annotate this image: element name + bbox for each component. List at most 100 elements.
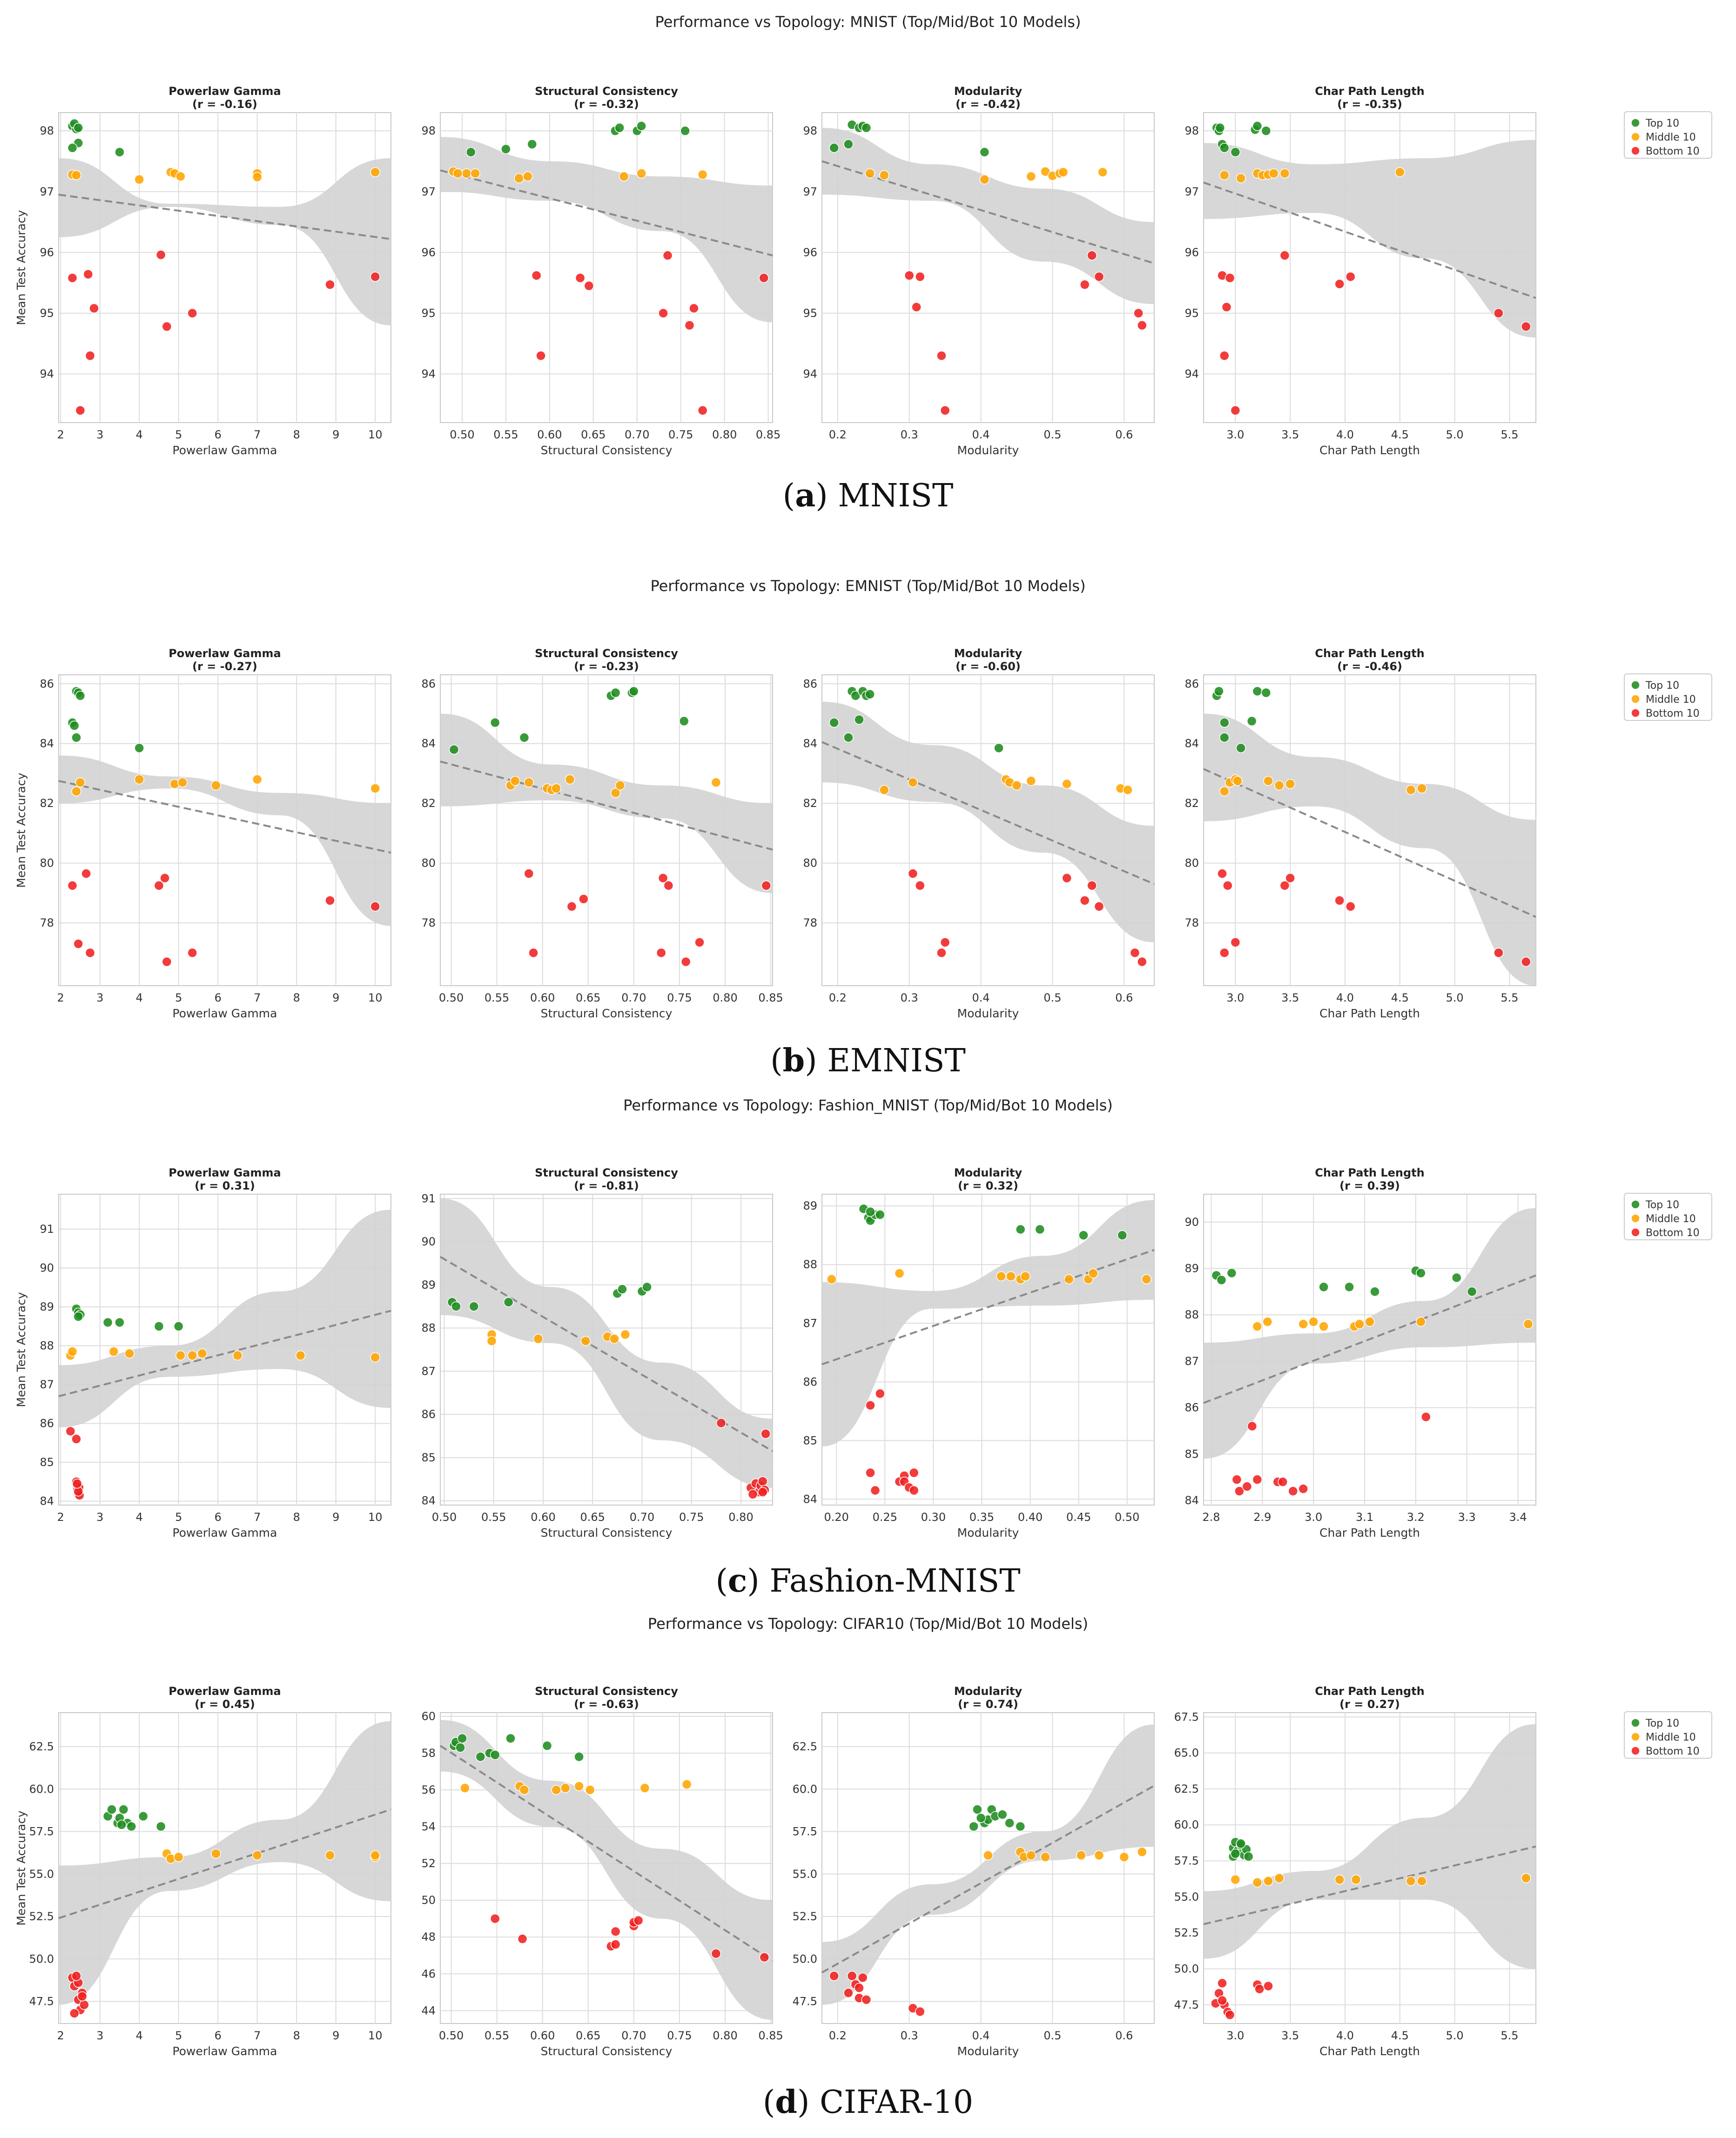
x-tick-label: 0.55 — [484, 2029, 509, 2042]
top-10-point — [642, 1282, 652, 1292]
bottom-10-point — [936, 350, 947, 361]
bottom-10-point — [1242, 1481, 1252, 1492]
figure-caption: (a) MNIST — [783, 477, 954, 514]
legend: Top 10 Middle 10 Bottom 10 — [1624, 1711, 1712, 1759]
x-tick-label: 0.60 — [537, 428, 562, 441]
middle-10-point — [1026, 1850, 1036, 1861]
top-10-point — [126, 1821, 137, 1832]
middle-10-point — [211, 780, 221, 791]
confidence-band — [59, 755, 391, 926]
bottom-10-point — [73, 939, 83, 949]
x-tick-label: 3.3 — [1458, 1511, 1476, 1524]
bottom-10-point — [1230, 937, 1241, 948]
top-10-point — [1078, 1230, 1089, 1240]
x-tick-label: 0.65 — [580, 1511, 605, 1524]
trend-line — [821, 1249, 1155, 1365]
bottom-10-point — [663, 881, 674, 891]
middle-10-point — [197, 1348, 208, 1359]
x-tick-label: 9 — [332, 428, 339, 441]
x-tick-label: 0.75 — [668, 428, 693, 441]
top-10-point — [829, 142, 839, 153]
x-tick-label: 2 — [57, 1511, 64, 1524]
middle-10-point — [173, 1852, 184, 1862]
top-10-point — [617, 1284, 627, 1294]
top-10-point — [1117, 1230, 1128, 1240]
correlation-label: (r = -0.32) — [574, 98, 639, 111]
x-tick-label: 0.75 — [667, 991, 692, 1004]
top-10-point — [102, 1317, 113, 1328]
bottom-10-point — [1494, 948, 1504, 958]
middle-10-point — [1040, 1852, 1050, 1862]
top-10-point — [614, 122, 625, 133]
y-tick-label: 57.5 — [793, 1825, 817, 1838]
x-tick-label: 0.60 — [530, 2029, 555, 2042]
bottom-10-point — [370, 271, 380, 282]
legend-box — [1624, 111, 1712, 159]
top-10-point — [972, 1804, 982, 1815]
y-tick-label: 88 — [40, 1339, 54, 1352]
middle-10-point — [510, 776, 520, 786]
bottom-10-point — [1219, 350, 1230, 361]
x-tick-label: 0.4 — [972, 428, 990, 441]
x-tick-label: 8 — [293, 1511, 300, 1524]
y-tick-label: 97 — [803, 185, 817, 198]
bottom-10-point — [662, 250, 673, 261]
x-axis-label: Structural Consistency — [541, 444, 673, 457]
correlation-label: (r = 0.45) — [195, 1698, 255, 1711]
bottom-10-point — [85, 350, 95, 361]
x-tick-label: 5 — [175, 2029, 182, 2042]
x-tick-label: 3.0 — [1226, 991, 1244, 1004]
top-10-point — [542, 1741, 552, 1751]
y-tick-label: 60.0 — [29, 1782, 54, 1795]
top-10-point — [1219, 718, 1230, 728]
middle-10-point — [134, 774, 144, 785]
x-axis-label: Modularity — [957, 1007, 1019, 1020]
legend-middle-10-marker — [1631, 1732, 1640, 1741]
top-10-point — [1246, 716, 1257, 726]
top-10-point — [114, 147, 125, 157]
bottom-10-point — [536, 350, 546, 361]
y-tick-label: 86 — [40, 1417, 54, 1430]
middle-10-point — [1365, 1317, 1375, 1327]
x-tick-label: 5.0 — [1446, 2029, 1464, 2042]
chart-row-emnist: Performance vs Topology: EMNIST (Top/Mid… — [14, 577, 1712, 1079]
y-tick-label: 48 — [421, 1930, 436, 1943]
top-10-point — [1467, 1286, 1477, 1297]
x-tick-label: 6 — [215, 991, 222, 1004]
y-tick-label: 80 — [40, 857, 54, 870]
x-tick-label: 3 — [96, 2029, 103, 2042]
top-10-point — [680, 126, 690, 136]
bottom-10-point — [1079, 279, 1090, 290]
bottom-10-point — [1334, 279, 1345, 289]
legend-middle-10-label: Middle 10 — [1646, 1213, 1696, 1225]
correlation-label: (r = -0.81) — [574, 1179, 639, 1192]
trend-line — [440, 760, 773, 851]
y-tick-label: 50.0 — [793, 1952, 817, 1965]
y-tick-label: 62.5 — [793, 1740, 817, 1753]
y-tick-label: 86 — [1184, 1401, 1199, 1414]
x-tick-label: 5.5 — [1500, 428, 1518, 441]
x-tick-label: 7 — [254, 991, 261, 1004]
panel-structural-consistency: 0.50 0.55 0.60 0.65 0.70 0.75 0.80 0.85 44 46 48 50… — [421, 1685, 783, 2058]
panel-title: Structural Consistency — [535, 1166, 678, 1179]
bottom-10-point — [1094, 901, 1104, 912]
top-10-point — [455, 1742, 465, 1753]
bottom-10-point — [584, 281, 594, 291]
top-10-point — [1226, 1268, 1237, 1278]
x-tick-label: 5.0 — [1446, 991, 1464, 1004]
panel-modularity: 0.2 0.3 0.4 0.5 0.6 47.5 50.0 52.5 55.0 57.5 60.0 6… — [793, 1685, 1155, 2058]
figure-title: Performance vs Topology: CIFAR10 (Top/Mi… — [648, 1615, 1088, 1633]
x-tick-label: 0.50 — [1115, 1511, 1139, 1524]
top-10-point — [829, 718, 839, 728]
y-tick-label: 94 — [421, 368, 436, 381]
middle-10-point — [1285, 779, 1295, 789]
bottom-10-point — [1221, 302, 1232, 312]
middle-10-point — [524, 777, 534, 787]
bottom-10-point — [154, 881, 164, 891]
x-axis-label: Char Path Length — [1319, 1007, 1420, 1020]
y-tick-label: 52.5 — [1174, 1926, 1199, 1939]
middle-10-point — [1334, 1874, 1345, 1885]
y-tick-label: 96 — [40, 246, 54, 259]
bottom-10-point — [758, 1476, 768, 1486]
legend-bottom-10-label: Bottom 10 — [1646, 146, 1700, 157]
